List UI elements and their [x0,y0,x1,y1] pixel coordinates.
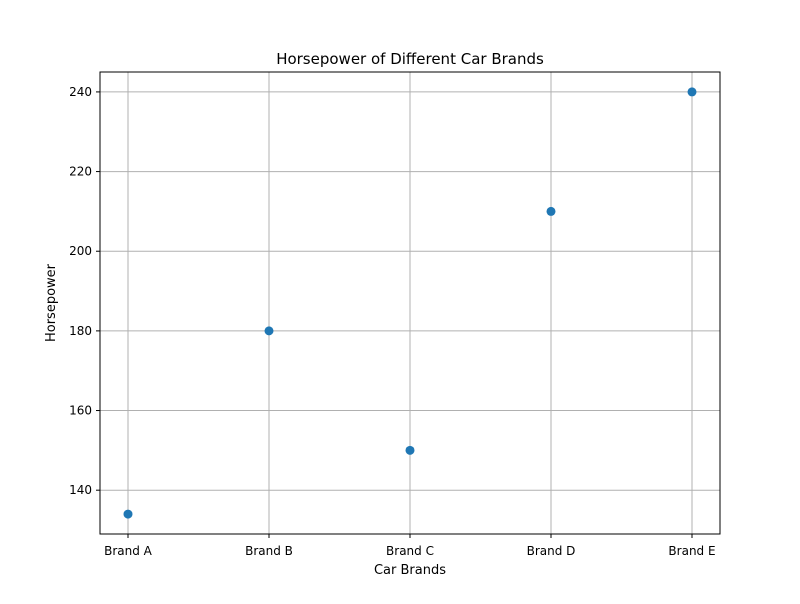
data-point [687,87,697,97]
ticks-layer: Brand A Brand B Brand C Brand D Brand E 140 16… [69,85,715,558]
data-point [405,445,415,455]
data-point [123,509,133,519]
y-tick-label: 180 [69,324,92,338]
x-tick-label: Brand B [245,544,293,558]
grid-layer [100,72,720,534]
x-tick-label: Brand E [668,544,715,558]
data-point [546,206,556,216]
points-layer [123,87,697,519]
data-point [264,326,274,336]
x-tick-label: Brand C [386,544,434,558]
x-tick-label: Brand D [527,544,576,558]
y-tick-label: 140 [69,483,92,497]
chart-title: Horsepower of Different Car Brands [276,50,544,68]
y-tick-label: 200 [69,244,92,258]
x-tick-label: Brand A [104,544,153,558]
y-tick-label: 220 [69,165,92,179]
y-tick-label: 160 [69,404,92,418]
x-axis-label: Car Brands [374,563,446,578]
y-tick-label: 240 [69,85,92,99]
y-axis-label: Horsepower [44,263,59,342]
